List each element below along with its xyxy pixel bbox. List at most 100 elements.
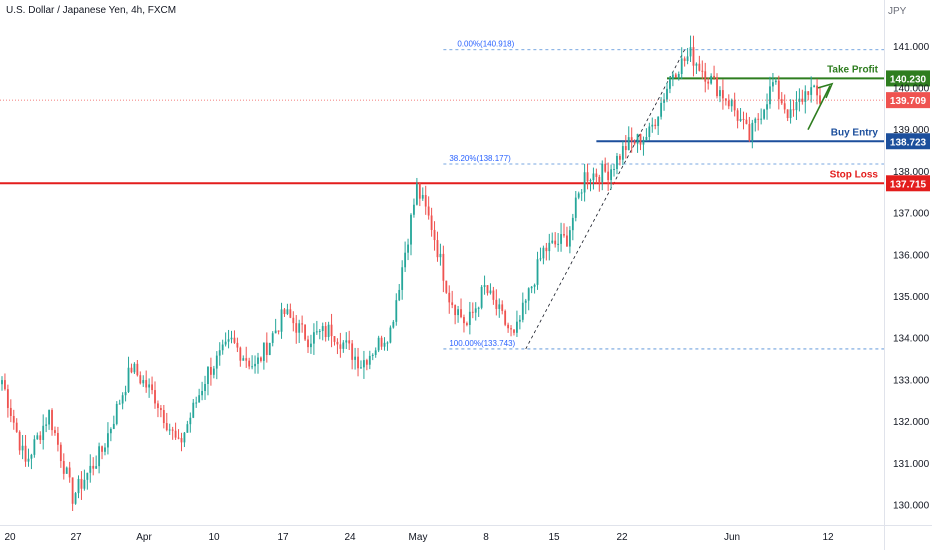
candle [616,152,618,175]
candle-body [521,302,524,320]
y-tick-label: 135.000 [893,292,930,303]
candle-body [365,360,368,365]
candle [215,351,218,380]
candle-body [463,317,465,324]
candle-body [748,124,751,141]
candle [633,139,636,146]
candle-body [719,90,721,97]
candle-body [542,247,545,259]
candle [465,321,468,327]
candle-body [804,91,807,102]
candle [365,358,368,371]
candle [780,92,783,105]
candle-body [186,424,189,433]
level-take-profit[interactable]: Take Profit 140.230 [666,64,930,87]
candle [265,332,268,363]
candle-body [527,288,530,301]
candle-body [318,331,321,333]
candle-body [39,435,42,440]
candle-body [654,124,657,127]
candle [680,47,683,80]
candle-body [315,331,318,333]
candle-body [177,437,180,439]
candle [671,71,674,87]
candle [789,99,792,124]
candle-body [342,342,345,349]
projection-arrow-shaft [807,85,831,131]
candle-body [598,176,601,182]
candle-body [304,324,306,340]
candle [533,283,536,294]
candle-body [95,466,98,469]
candle-body [280,309,283,332]
candle [401,260,404,300]
candle [404,241,407,272]
candle-body [483,285,486,287]
candle-body [327,324,330,338]
candle-body [415,183,418,205]
candle [15,418,18,433]
candle-body [212,368,215,375]
candle [669,76,671,94]
candle [433,221,436,251]
candle [524,298,527,315]
candle [468,301,471,335]
time-axis[interactable]: 20 27 Apr 10 17 24 May 8 15 22 Jun 12 [4,532,834,543]
candle-body [404,252,407,268]
x-tick-label: 17 [277,532,289,543]
candle-body [548,242,551,252]
candle-body [230,337,233,340]
candle-body [9,407,12,416]
candle [115,401,118,426]
candle-body [248,360,251,367]
candle [795,91,798,121]
horizontal-levels[interactable]: Take Profit 140.230 Buy Entry 138.723 Stop L… [0,64,930,192]
candle-body [251,366,254,368]
candle-body [795,102,798,111]
level-stop-loss[interactable]: Stop Loss 137.715 [0,169,930,192]
candle-body [621,146,624,160]
candle-body [633,141,636,144]
candle-body [351,343,354,360]
candle [548,233,551,261]
candle [698,55,701,72]
candle-body [648,126,651,137]
candle [183,431,186,448]
candle [724,98,727,106]
candle-body [301,323,304,325]
candle [6,384,9,418]
candle-body [477,307,480,309]
candle-body [207,366,209,385]
candle [516,310,518,337]
candle-body [671,74,674,79]
candle-body [36,435,39,440]
candle [27,448,30,467]
candle-body [136,363,139,376]
candle [757,113,760,131]
price-axis[interactable]: 130.000 131.000 132.000 133.000 134.000 135.0… [886,42,930,512]
candle [56,426,59,452]
candle [627,126,630,151]
x-tick-label: 8 [483,532,489,543]
candle-body [374,350,377,355]
candle-body [430,215,433,230]
candle [315,320,318,335]
candle [816,78,818,105]
candle [398,283,401,302]
y-tick-label: 130.000 [893,501,930,512]
candle-body [551,240,554,243]
x-tick-label: May [409,532,428,543]
candle-body [427,206,430,216]
candle [286,303,289,316]
candle [566,226,568,247]
candle-body [533,284,536,287]
x-tick-label: 22 [616,532,628,543]
y-tick-label: 133.000 [893,375,930,386]
candle [121,392,124,410]
candle-body [162,410,165,424]
candle [189,412,192,433]
candle [663,93,665,111]
fib-retracement[interactable]: 0.00%(140.918) 38.20%(138.177) 100.00%(133… [443,40,884,350]
